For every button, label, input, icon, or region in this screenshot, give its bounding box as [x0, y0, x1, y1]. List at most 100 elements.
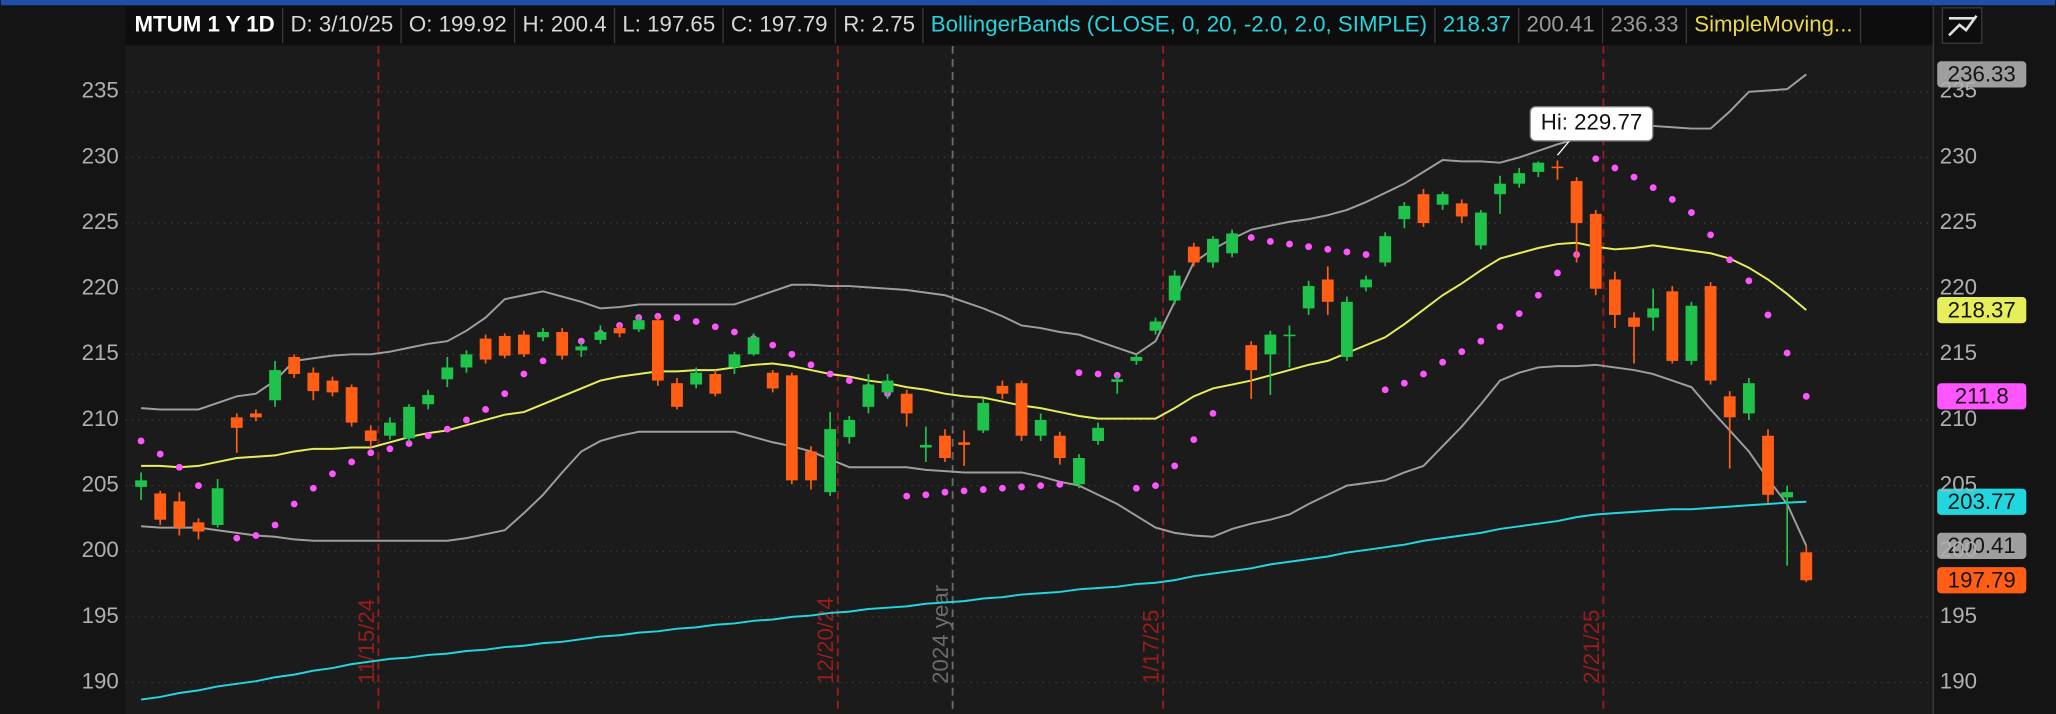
sar-dot [769, 341, 777, 349]
candle-body [766, 372, 779, 389]
sar-dot [826, 370, 834, 378]
candle-body [460, 354, 473, 368]
candle-body [1073, 458, 1085, 485]
candle-body [1283, 334, 1296, 337]
last-value-box [1937, 383, 2027, 410]
indicator-line [140, 500, 1807, 701]
candle-body [1053, 435, 1066, 459]
y-tick-label: 205 [82, 471, 119, 496]
indicator-line [141, 73, 1807, 411]
candle-body [1455, 203, 1468, 217]
candle-body [1034, 419, 1047, 436]
candle-body [1647, 308, 1660, 318]
y2-tick-label: 205 [1940, 471, 1977, 496]
y-tick-label: 220 [82, 275, 119, 300]
last-value-label: 203.77 [1948, 489, 2016, 514]
candle-body [843, 419, 856, 438]
candle-body [996, 385, 1009, 394]
sar-dot [1056, 480, 1064, 488]
header-field: O: 199.92 [409, 11, 507, 36]
sar-dot [1783, 349, 1791, 357]
sar-dot [922, 491, 930, 499]
y2-tick-label: 225 [1940, 209, 1977, 234]
candle-body [1685, 305, 1698, 361]
sar-dot [1209, 409, 1217, 417]
candle-body [1781, 492, 1794, 498]
candle-body [230, 417, 243, 428]
sar-dot [520, 370, 528, 378]
header-field: 200.41 [1527, 11, 1595, 36]
candle-body [1149, 321, 1162, 331]
sar-dot [539, 357, 547, 365]
candle-body [671, 383, 683, 407]
candle-body [958, 442, 971, 445]
candle-body [1245, 345, 1258, 371]
plot-area [125, 45, 1934, 714]
candle-body [1608, 279, 1621, 315]
y2-tick-label: 190 [1940, 668, 1977, 693]
header-field: C: 197.79 [731, 11, 828, 36]
sar-dot [309, 484, 317, 492]
sar-dot [1037, 482, 1045, 490]
y2-tick-label: 215 [1940, 340, 1977, 365]
last-value-box [1937, 488, 2027, 515]
candle-body [1800, 552, 1813, 581]
x-category-label: 1/17/25 [1139, 610, 1164, 684]
last-value-label: 211.8 [1955, 384, 2009, 409]
annotation-pointer [1556, 139, 1572, 156]
sar-dot [329, 470, 336, 478]
sar-dot [1496, 323, 1504, 331]
x-category-label: 12/20/24 [813, 597, 838, 684]
sar-dot [1075, 369, 1083, 377]
overlay: Hi: 229.77 236.33 218.37 200.41 203.77 211.8 1… [1529, 61, 2027, 594]
candle-body [1436, 194, 1449, 205]
candle-body [1187, 246, 1200, 263]
sar-dot [807, 361, 815, 369]
sar-dot [788, 350, 796, 358]
sar-dot [1649, 184, 1657, 192]
candle-body [1130, 356, 1143, 361]
y-tick-label: 235 [82, 78, 119, 103]
sar-dot [692, 318, 700, 325]
header-field: D: 3/10/25 [290, 11, 393, 36]
sar-dot [463, 416, 470, 424]
sar-dot [1745, 277, 1753, 285]
candle-body [498, 335, 511, 356]
sar-dot [1534, 291, 1542, 299]
sar-dot [711, 323, 719, 331]
chart-style-button[interactable] [1941, 7, 1983, 44]
candle-body [1589, 213, 1602, 289]
sar-dot [1802, 392, 1810, 400]
candle-body [1111, 379, 1124, 382]
candle-body [728, 354, 741, 368]
sar-dot [290, 500, 298, 508]
last-value-label: 197.79 [1948, 567, 2016, 592]
candle-body [422, 395, 435, 405]
header-field: SimpleMoving... [1694, 11, 1852, 36]
sar-dot [998, 484, 1006, 492]
header-bar [125, 6, 1934, 45]
y-tick-label: 210 [82, 406, 119, 431]
candle-body [326, 380, 339, 393]
annotation-text: Hi: 229.77 [1541, 110, 1643, 135]
sar-dot [1266, 238, 1274, 245]
last-value-box [1937, 296, 2027, 324]
candle-body [862, 384, 875, 407]
candle-body [288, 356, 301, 375]
candle-body [1532, 162, 1545, 172]
indicator-line [141, 241, 1807, 469]
sar-dot [271, 521, 279, 529]
button-icon[interactable] [1948, 14, 1978, 37]
last-value-label: 218.37 [1948, 297, 2016, 322]
sar-dot [1611, 164, 1619, 172]
candle-body [211, 488, 224, 525]
sar-dot [1400, 379, 1408, 387]
candle-body [1570, 181, 1583, 224]
candle-body [345, 387, 358, 423]
y-tick-label: 195 [82, 603, 119, 628]
sar-dot [1515, 310, 1523, 318]
sar-dot [1554, 269, 1561, 277]
sar-dot [1324, 245, 1332, 253]
sar-dot [501, 390, 509, 398]
candle-body [1321, 279, 1334, 302]
